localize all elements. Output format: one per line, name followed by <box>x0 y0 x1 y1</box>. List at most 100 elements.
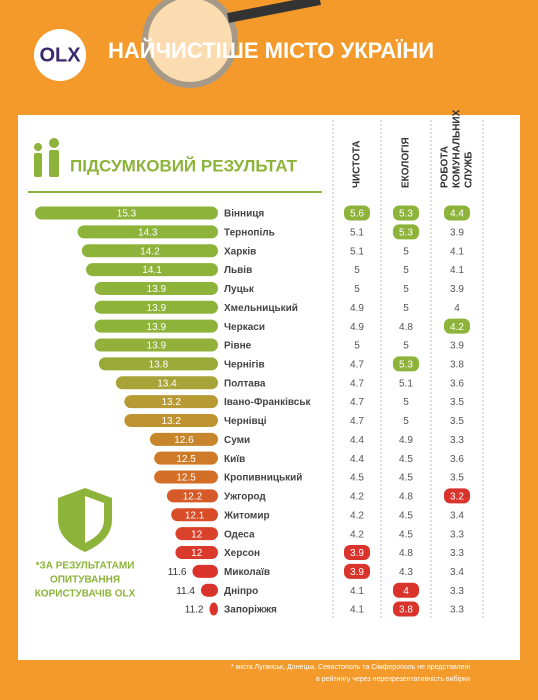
cell-value: 4.8 <box>399 492 413 503</box>
badge <box>344 544 370 560</box>
value-label: 11.6 <box>168 567 187 578</box>
cell-value: 3.9 <box>450 341 464 352</box>
cell-value: 5.1 <box>399 378 413 389</box>
cell-value: 4.5 <box>399 473 413 484</box>
column-header: ЧИСТОТА <box>352 140 363 188</box>
cell-value: 3.5 <box>450 473 464 484</box>
city-label: Ужгород <box>224 492 266 503</box>
bar <box>154 470 218 484</box>
value-label: 12.1 <box>185 510 205 521</box>
value-label: 14.3 <box>138 228 158 239</box>
cell-value: 5 <box>403 397 409 408</box>
cell-value: 5 <box>403 265 409 276</box>
cell-value: 3.8 <box>399 605 413 616</box>
cell-value: 3.8 <box>450 360 464 371</box>
city-label: Тернопіль <box>224 228 275 239</box>
bar <box>94 300 218 314</box>
bar <box>98 357 218 371</box>
badge <box>444 488 470 504</box>
cell-value: 5 <box>354 265 360 276</box>
cell-value: 5 <box>403 416 409 427</box>
cell-value: 3.4 <box>450 510 464 521</box>
logo: OLX <box>39 44 81 66</box>
cell-value: 5 <box>403 303 409 314</box>
bar <box>166 489 218 503</box>
cell-value: 3.2 <box>450 492 464 503</box>
bar <box>86 263 219 277</box>
cell-value: 4.8 <box>399 548 413 559</box>
cell-value: 4.5 <box>399 529 413 540</box>
cell-value: 4.2 <box>450 322 464 333</box>
cell-value: 3.9 <box>350 548 364 559</box>
city-label: Рівне <box>224 341 252 352</box>
city-label: Запоріжжя <box>224 605 277 616</box>
cell-value: 5.3 <box>399 360 413 371</box>
cell-value: 3.3 <box>450 605 464 616</box>
cell-value: 5.1 <box>350 228 364 239</box>
page-title: НАЙЧИСТІШЕ МІСТО УКРАЇНИ <box>108 38 434 63</box>
cell-value: 3.5 <box>450 416 464 427</box>
side-note: КОРИСТУВАЧІВ OLX <box>35 589 136 600</box>
value-label: 14.1 <box>142 265 162 276</box>
cell-value: 4.1 <box>450 265 464 276</box>
city-label: Луцьк <box>224 284 255 295</box>
city-label: Суми <box>224 435 250 446</box>
city-label: Львів <box>224 265 252 276</box>
bar <box>171 508 218 522</box>
cell-value: 5.6 <box>350 209 364 220</box>
city-label: Миколаїв <box>224 567 270 578</box>
cell-value: 4.2 <box>350 492 364 503</box>
value-label: 11.2 <box>185 605 204 616</box>
cell-value: 4.4 <box>350 454 364 465</box>
cell-value: 4.2 <box>350 510 364 521</box>
cell-value: 4.7 <box>350 378 364 389</box>
value-label: 13.2 <box>161 397 181 408</box>
value-label: 14.2 <box>140 246 160 257</box>
badge <box>393 601 419 617</box>
bar <box>154 451 218 465</box>
cell-value: 3.3 <box>450 435 464 446</box>
cell-value: 4.3 <box>399 567 413 578</box>
cell-value: 4.5 <box>399 454 413 465</box>
cell-value: 5.3 <box>399 228 413 239</box>
cell-value: 5.3 <box>399 209 413 220</box>
value-label: 13.8 <box>149 360 169 371</box>
value-label: 12 <box>191 548 203 559</box>
city-label: Харків <box>224 246 256 257</box>
badge <box>344 205 370 221</box>
cell-value: 3.4 <box>450 567 464 578</box>
value-label: 12.5 <box>176 473 196 484</box>
city-label: Дніпро <box>224 586 258 597</box>
value-label: 13.9 <box>147 284 167 295</box>
cell-value: 5 <box>354 341 360 352</box>
column-header: ЕКОЛОГІЯ <box>401 137 412 188</box>
city-label: Житомир <box>223 510 270 521</box>
cell-value: 4.7 <box>350 416 364 427</box>
city-label: Полтава <box>224 378 266 389</box>
magnifier-handle <box>227 0 321 23</box>
cell-value: 3.3 <box>450 548 464 559</box>
badge <box>393 205 419 221</box>
card <box>18 115 520 660</box>
bar <box>77 225 218 239</box>
value-label: 13.9 <box>147 341 167 352</box>
badge <box>344 563 370 579</box>
shield-icon <box>58 488 112 552</box>
cell-value: 4.8 <box>399 322 413 333</box>
value-label: 15.3 <box>117 209 137 220</box>
magnifier <box>142 0 238 88</box>
cell-value: 3.9 <box>450 284 464 295</box>
bar <box>115 376 218 390</box>
value-label: 12.2 <box>183 492 203 503</box>
city-label: Черкаси <box>224 322 265 333</box>
side-note: *ЗА РЕЗУЛЬТАТАМИ <box>36 561 135 572</box>
cell-value: 4.5 <box>350 473 364 484</box>
badge <box>393 224 419 240</box>
footnote: * міста Луганськ, Донецьк, Севастополь т… <box>231 663 470 671</box>
bar <box>124 395 218 409</box>
badge <box>444 205 470 221</box>
badge <box>393 356 419 372</box>
cell-value: 4.9 <box>350 322 364 333</box>
bar <box>81 244 218 258</box>
